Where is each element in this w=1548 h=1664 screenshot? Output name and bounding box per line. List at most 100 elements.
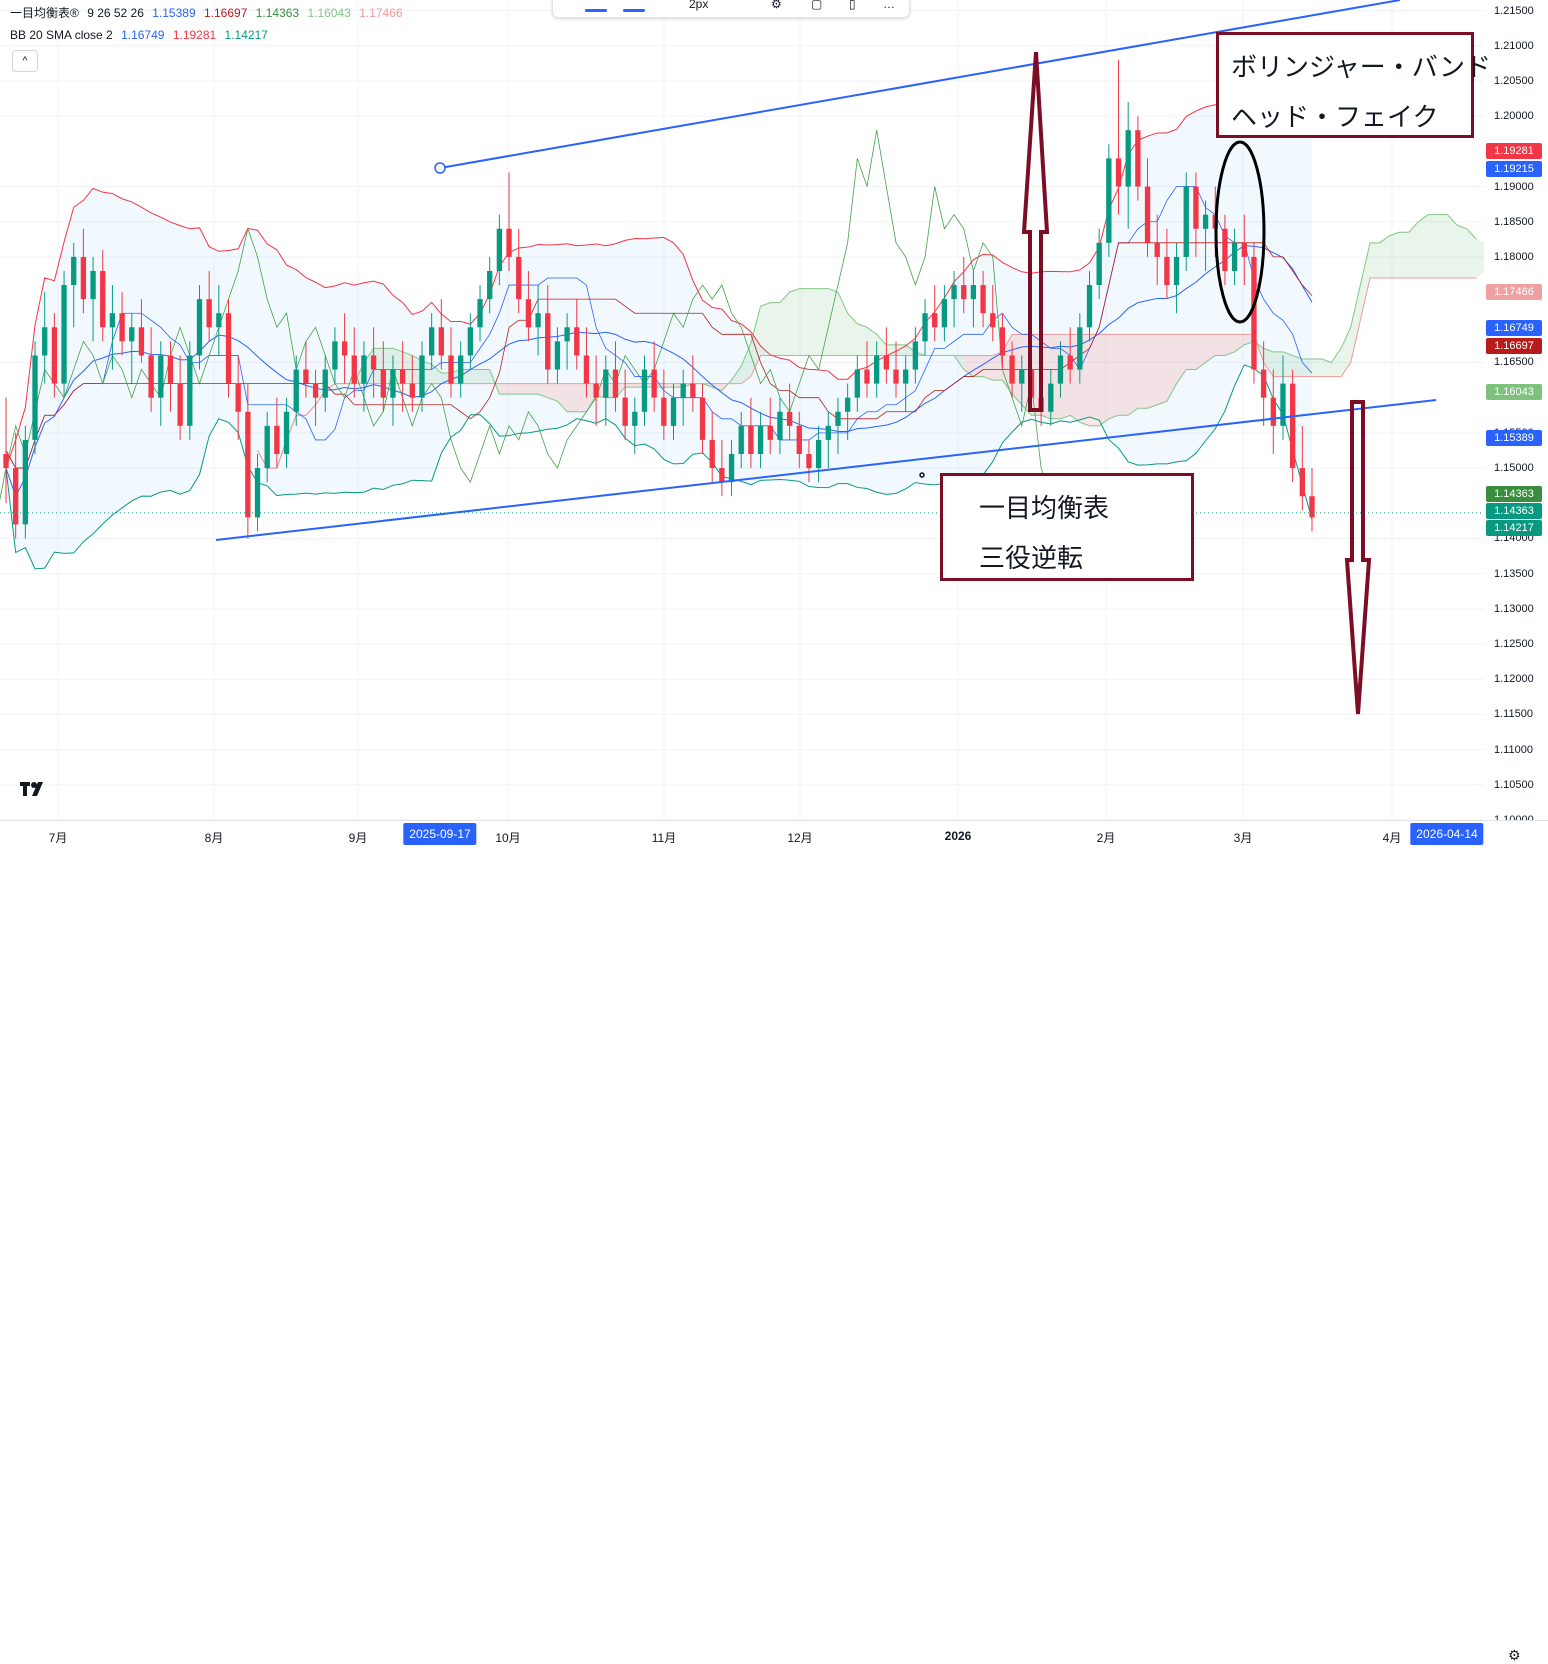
price-tag: 1.14363 <box>1486 503 1542 519</box>
ichimoku-cloud-segment <box>1186 334 1196 370</box>
ichimoku-legend[interactable]: 一目均衡表® 9 26 52 26 1.15389 1.16697 1.1436… <box>10 4 408 21</box>
candle-body <box>1241 242 1247 257</box>
ichimoku-cloud-segment <box>663 383 674 388</box>
candle-body <box>999 327 1006 356</box>
price-tick-label: 1.13000 <box>1494 602 1534 615</box>
candle-body <box>448 355 454 384</box>
trash-icon[interactable]: ▯ <box>849 0 856 11</box>
ichimoku-cloud-segment <box>750 306 761 377</box>
ichimoku-cloud-segment <box>1108 334 1119 419</box>
candle-body <box>467 327 474 356</box>
candle-body <box>622 397 628 426</box>
price-tag: 1.14363 <box>1486 486 1542 502</box>
ichimoku-cloud-segment <box>847 313 858 356</box>
candle-body <box>90 270 96 300</box>
candle-body <box>593 383 599 398</box>
price-axis[interactable]: 1.21500 1.21000 1.20500 1.20000 1.19000 1.185… <box>1484 0 1548 826</box>
candle-body <box>1231 242 1238 271</box>
ichimoku-cloud-segment <box>712 383 722 391</box>
ichimoku-cloud-segment <box>1457 225 1467 279</box>
price-tick-label: 1.18500 <box>1494 215 1534 228</box>
ichimoku-cloud-segment <box>741 343 751 384</box>
gear-icon[interactable]: ⚙ <box>1508 1647 1521 1663</box>
candle-body <box>893 369 899 384</box>
ichimoku-cloud-segment <box>1137 334 1148 409</box>
candle-body <box>874 355 880 384</box>
ichimoku-cloud-segment <box>509 383 519 395</box>
line-width-label[interactable]: 2px <box>689 0 709 11</box>
bollinger-fill <box>6 84 1312 569</box>
time-tick-label: 8月 <box>204 831 224 845</box>
candle-body <box>757 425 764 454</box>
ichimoku-cloud-segment <box>557 383 568 412</box>
candle-body <box>603 369 609 398</box>
cursor-dot <box>919 472 925 478</box>
ichimoku-cloud-segment <box>547 383 558 402</box>
candle-body <box>225 313 232 384</box>
candle-body <box>409 383 415 398</box>
bb-upper-line <box>5 84 1313 469</box>
ichimoku-cloud-segment <box>1157 334 1167 405</box>
candle-body <box>206 299 212 328</box>
bb-legend[interactable]: BB 20 SMA close 2 1.16749 1.19281 1.1421… <box>10 28 273 42</box>
ichimoku-cloud-segment <box>876 334 887 356</box>
candle-body <box>235 383 241 412</box>
candle-body <box>583 355 590 384</box>
candle-body <box>651 369 657 398</box>
time-tick-label: 12月 <box>787 831 813 845</box>
ichimoku-legend-name: 一目均衡表® <box>10 6 79 20</box>
candle-body <box>1280 383 1286 426</box>
kijun-line <box>5 242 1313 469</box>
candle-body <box>1193 186 1199 229</box>
time-tick-label: 2月 <box>1096 831 1116 845</box>
candle-body <box>961 285 967 300</box>
bb-legend-name: BB 20 SMA close 2 <box>10 28 113 42</box>
candle-body <box>1251 256 1257 370</box>
candle-body <box>690 383 696 398</box>
ichimoku-cloud-segment <box>1234 334 1245 352</box>
candle-body <box>632 411 638 426</box>
line-color-swatch[interactable] <box>585 9 607 12</box>
headfake-ellipse <box>1214 140 1266 324</box>
candle-body <box>1096 242 1102 286</box>
ichimoku-cloud-segment <box>1428 214 1438 279</box>
candle-body <box>709 439 715 469</box>
bb-legend-value-0: 1.16749 <box>121 28 165 42</box>
bollinger-note-line-1: ボリンジャー・バンド <box>1231 53 1492 83</box>
time-tick-label: 2026 <box>944 829 972 843</box>
bollinger-note: ボリンジャー・バンド ヘッド・フェイク <box>1216 32 1491 138</box>
legend-collapse-button[interactable]: ^ <box>12 50 38 72</box>
candle-body <box>516 256 522 300</box>
ichimoku-cloud-segment <box>1128 334 1138 416</box>
ichimoku-cloud-segment <box>567 383 577 412</box>
candle-body <box>932 313 938 328</box>
candle-body <box>1270 397 1276 426</box>
more-icon[interactable]: … <box>883 0 895 11</box>
ichimoku-cloud-segment <box>1408 221 1419 279</box>
drawing-toolbar[interactable]: 2px ⚙ ▢ ▯ … <box>552 0 910 18</box>
price-tick-label: 1.20000 <box>1494 110 1534 123</box>
candle-body <box>903 369 909 384</box>
candle-body <box>71 256 77 286</box>
candle-body <box>1309 496 1315 518</box>
candle-body <box>554 341 561 370</box>
candle-body <box>458 355 464 384</box>
settings-icon[interactable]: ⚙ <box>771 0 782 11</box>
price-tag: 1.19215 <box>1486 161 1542 177</box>
candle-body <box>728 453 735 483</box>
time-axis[interactable]: 7月 8月 9月 10月 11月 12月 2026 2月 3月 4月 2025-09-17 202… <box>0 820 1548 1663</box>
candle-body <box>922 313 928 342</box>
ichimoku-cloud-segment <box>992 351 1003 381</box>
candle-body <box>699 397 706 440</box>
ichimoku-cloud-segment <box>1312 358 1322 377</box>
ichimoku-cloud-segment <box>538 383 548 398</box>
candle-body <box>477 299 483 328</box>
ichimoku-cloud-segment <box>770 302 780 356</box>
ichimoku-note-line-2: 三役逆転 <box>979 544 1084 574</box>
fill-color-swatch[interactable] <box>623 9 645 12</box>
time-tick-label: 11月 <box>651 831 677 845</box>
chart-canvas[interactable] <box>0 0 1548 852</box>
lock-icon[interactable]: ▢ <box>811 0 823 11</box>
candle-body <box>293 369 299 412</box>
ichimoku-cloud-segment <box>1147 334 1158 409</box>
